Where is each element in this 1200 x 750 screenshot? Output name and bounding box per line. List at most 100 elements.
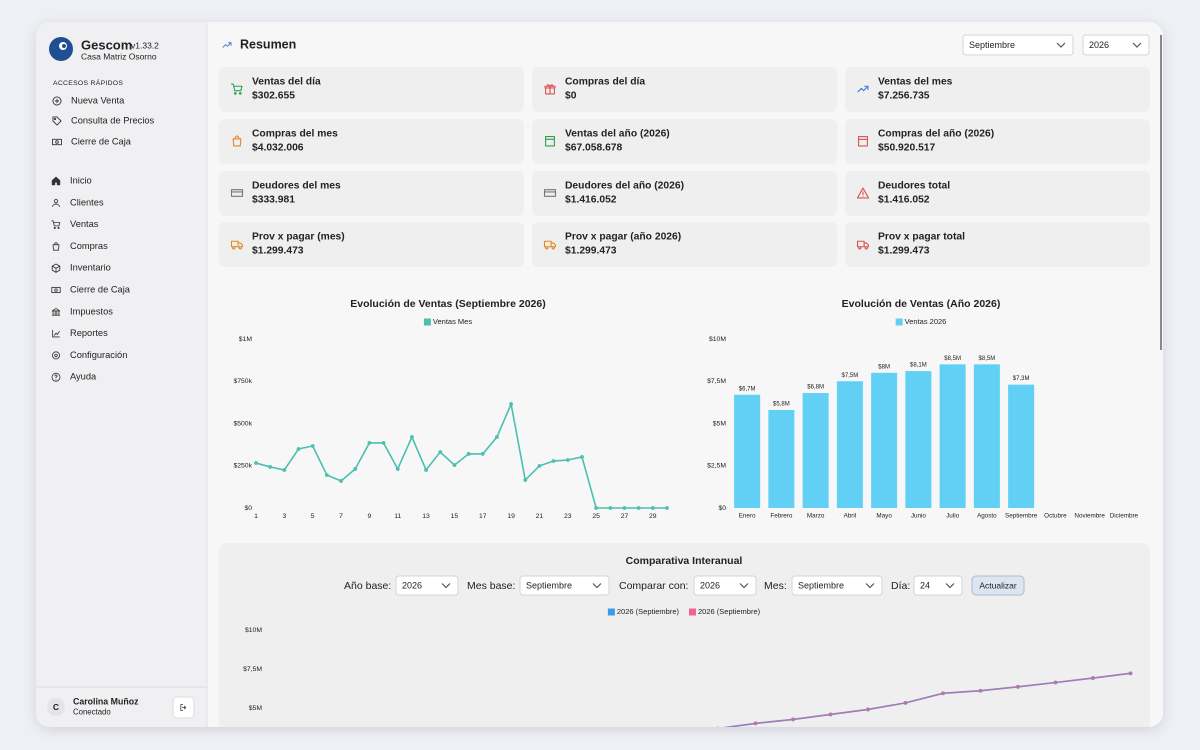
value-label: $8,5M bbox=[979, 356, 996, 362]
control-select[interactable] bbox=[395, 575, 459, 596]
scrollbar bbox=[1160, 35, 1162, 350]
y-tick-label: $0 bbox=[718, 505, 726, 512]
nav-item[interactable]: Impuestos bbox=[70, 306, 113, 316]
x-tick-label: 17 bbox=[479, 513, 487, 520]
y-tick-label: $10M bbox=[709, 336, 726, 343]
card-label: Compras del mes bbox=[252, 129, 338, 140]
icon bbox=[230, 240, 244, 250]
bar bbox=[939, 364, 966, 508]
nav-item[interactable]: Cierre de Caja bbox=[70, 284, 131, 294]
nav-item[interactable]: Reportes bbox=[70, 328, 108, 338]
point bbox=[641, 737, 645, 741]
y-tick-label: $250k bbox=[233, 463, 252, 470]
quick-link[interactable]: Nueva Venta bbox=[71, 95, 125, 105]
chart-title: Evolución de Ventas (Año 2026) bbox=[842, 298, 1001, 310]
point bbox=[941, 691, 945, 696]
card-label: Deudores del año (2026) bbox=[565, 181, 684, 192]
y-tick-label: $7,5M bbox=[707, 378, 726, 385]
point bbox=[1053, 680, 1058, 685]
chevron bbox=[441, 583, 451, 589]
avatar bbox=[47, 698, 65, 716]
card-label: Ventas del año (2026) bbox=[565, 129, 670, 140]
control-select[interactable] bbox=[913, 575, 963, 596]
chevron bbox=[865, 583, 875, 589]
x-tick-label: 7 bbox=[339, 513, 343, 520]
point bbox=[509, 402, 514, 406]
chart-title: Evolución de Ventas (Septiembre 2026) bbox=[350, 298, 546, 310]
stat-card bbox=[532, 67, 837, 112]
stat-card bbox=[532, 222, 837, 267]
point bbox=[424, 468, 428, 472]
nav-item[interactable]: Inventario bbox=[70, 263, 111, 273]
card-value: $1.416.052 bbox=[565, 195, 617, 206]
x-tick-label: 11 bbox=[394, 513, 401, 520]
bar bbox=[1008, 384, 1035, 508]
x-tick-label: Enero bbox=[739, 513, 756, 520]
icon bbox=[51, 220, 61, 230]
point bbox=[438, 450, 443, 454]
nav-item[interactable]: Inicio bbox=[70, 175, 92, 185]
point bbox=[791, 717, 795, 722]
control-select[interactable] bbox=[519, 575, 610, 596]
point bbox=[641, 737, 645, 741]
x-tick-label: 23 bbox=[564, 513, 572, 520]
button-label: Actualizar bbox=[979, 580, 1016, 590]
select-value: 2026 bbox=[1089, 40, 1109, 50]
chevron bbox=[739, 583, 749, 589]
point bbox=[566, 746, 570, 750]
y-tick-label: $1M bbox=[239, 336, 253, 343]
nav-item[interactable]: Ventas bbox=[70, 219, 99, 229]
card-label: Compras del año (2026) bbox=[878, 129, 994, 140]
x-tick-label: 3 bbox=[282, 513, 286, 520]
icon bbox=[52, 329, 60, 338]
card-label: Prov x pagar (mes) bbox=[252, 232, 345, 243]
select-value: 2026 bbox=[700, 580, 720, 590]
bar bbox=[871, 372, 898, 508]
point bbox=[339, 479, 343, 483]
icon bbox=[230, 83, 243, 95]
year-select[interactable] bbox=[1082, 34, 1150, 56]
app-version: v1.33.2 bbox=[131, 40, 159, 50]
nav-item[interactable]: Configuración bbox=[70, 350, 127, 360]
logo-pupil bbox=[62, 44, 66, 48]
point bbox=[566, 746, 570, 750]
select-value: 24 bbox=[920, 580, 930, 590]
card-value: $50.920.517 bbox=[878, 143, 936, 154]
nav-item[interactable]: Clientes bbox=[70, 197, 104, 207]
point bbox=[551, 459, 556, 463]
icon bbox=[180, 704, 187, 711]
control-label: Año base: bbox=[344, 580, 391, 592]
page-title: Resumen bbox=[240, 37, 296, 51]
nav-item[interactable]: Ayuda bbox=[70, 372, 97, 382]
icon bbox=[52, 242, 60, 251]
control-select[interactable] bbox=[693, 575, 757, 596]
quick-link[interactable]: Cierre de Caja bbox=[71, 136, 132, 146]
stat-card bbox=[845, 119, 1150, 164]
icon bbox=[51, 372, 61, 382]
icon bbox=[51, 308, 61, 316]
x-tick-label: Noviembre bbox=[1074, 513, 1105, 520]
icon bbox=[857, 85, 869, 93]
point bbox=[1091, 676, 1095, 680]
update-button[interactable] bbox=[971, 575, 1025, 596]
section-title: ACCESOS RÁPIDOS bbox=[53, 78, 123, 87]
point bbox=[282, 468, 287, 472]
point bbox=[753, 721, 758, 726]
icon bbox=[545, 136, 555, 147]
nav-item[interactable]: Compras bbox=[70, 241, 108, 251]
point bbox=[828, 712, 833, 717]
card-value: $7.256.735 bbox=[878, 91, 930, 102]
stat-card bbox=[219, 119, 524, 164]
month-select[interactable] bbox=[962, 34, 1074, 56]
control-select[interactable] bbox=[791, 575, 883, 596]
chevron bbox=[592, 583, 602, 589]
value-label: $7,5M bbox=[842, 373, 859, 379]
value-label: $8M bbox=[878, 364, 890, 370]
icon bbox=[543, 189, 557, 197]
x-tick-label: 21 bbox=[536, 513, 544, 520]
value-label: $8,5M bbox=[944, 356, 961, 362]
x-tick-label: 15 bbox=[451, 513, 459, 520]
quick-link[interactable]: Consulta de Precios bbox=[71, 115, 155, 125]
stat-card bbox=[219, 67, 524, 112]
